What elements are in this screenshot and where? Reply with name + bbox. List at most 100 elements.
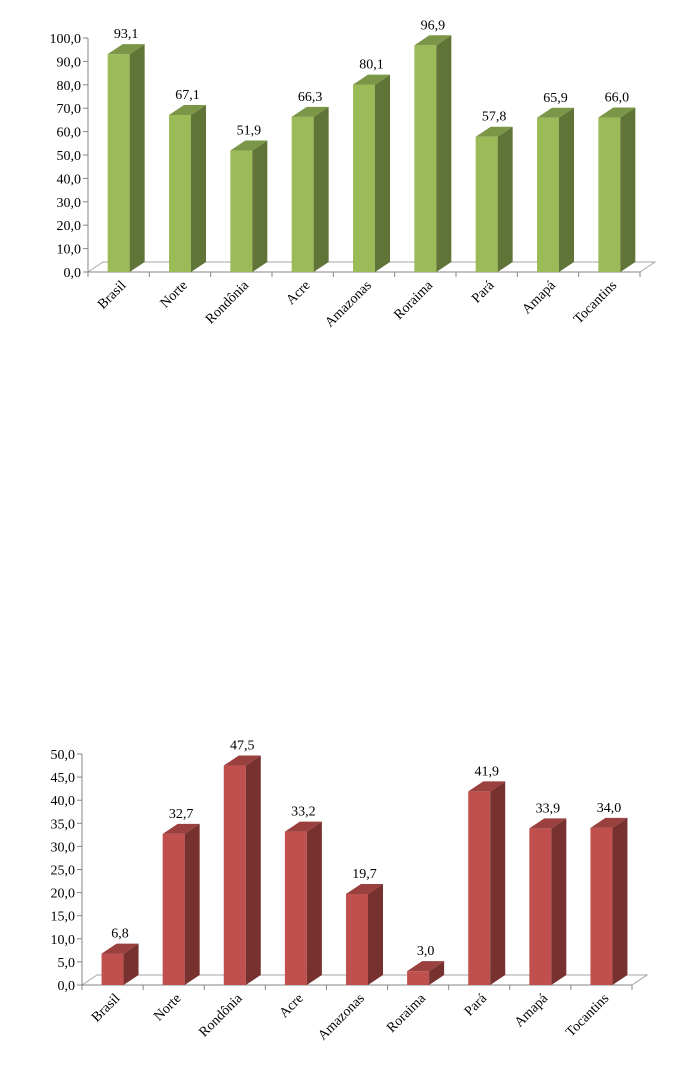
bar-bottom-8 xyxy=(590,817,628,985)
data-label: 19,7 xyxy=(352,867,377,882)
bar-top xyxy=(101,943,139,954)
y-tick-label: 30,0 xyxy=(57,196,82,211)
category-label: Acre xyxy=(284,278,314,308)
y-tick-label: 5,0 xyxy=(58,956,76,971)
data-label: 6,8 xyxy=(111,927,129,942)
bar-top-5 xyxy=(414,35,452,273)
bar-front xyxy=(537,117,559,272)
bar-front xyxy=(414,45,437,273)
bar-side xyxy=(375,74,390,272)
data-label: 96,9 xyxy=(421,18,446,33)
bar-top xyxy=(475,126,513,137)
y-tick-label: 50,0 xyxy=(51,748,76,763)
bar-front xyxy=(169,114,191,273)
bar-top-4 xyxy=(353,74,390,272)
data-label: 66,3 xyxy=(298,90,323,105)
y-tick-label: 50,0 xyxy=(57,149,82,164)
bar-side xyxy=(612,817,628,985)
bar-top-0 xyxy=(107,44,145,273)
bar-top xyxy=(346,883,383,894)
bar-side xyxy=(368,883,383,985)
y-tick-label: 40,0 xyxy=(51,794,76,809)
bar-side xyxy=(252,140,268,272)
category-label: Pará xyxy=(469,278,498,307)
data-label: 3,0 xyxy=(417,944,435,959)
bar-bottom-1 xyxy=(162,823,200,985)
bar-bottom-7 xyxy=(529,818,567,985)
bar-top xyxy=(598,107,636,118)
y-tick-label: 60,0 xyxy=(57,126,82,141)
y-tick-label: 20,0 xyxy=(51,887,76,902)
bar-side xyxy=(436,35,452,273)
bar-top xyxy=(107,44,145,55)
bar-front xyxy=(107,54,130,273)
bar-chart-top: 0,0 10,0 20,0 30,0 40,0 50,0 60,0 70,0 80,0 90,0 1… xyxy=(50,18,657,331)
data-label: 33,9 xyxy=(536,801,561,816)
bar-top xyxy=(529,818,567,829)
bar-side xyxy=(313,106,329,272)
bar-front xyxy=(284,831,307,985)
data-label: 33,2 xyxy=(291,805,316,820)
y-tick-label: 35,0 xyxy=(51,817,76,832)
data-label: 65,9 xyxy=(543,91,568,106)
data-label: 47,5 xyxy=(230,739,255,754)
category-label: Brasil xyxy=(89,991,123,1025)
data-label: 41,9 xyxy=(474,764,499,779)
bar-front xyxy=(353,84,375,272)
y-tick-label: 15,0 xyxy=(51,910,76,925)
y-tick-label: 30,0 xyxy=(51,840,76,855)
bar-top xyxy=(284,821,322,832)
category-label: Norte xyxy=(151,991,184,1024)
bar-front xyxy=(468,791,491,985)
category-label: Acre xyxy=(277,991,307,1021)
category-label: Amazonas xyxy=(322,278,374,330)
bar-top xyxy=(537,107,574,118)
y-tick-label: 0,0 xyxy=(64,266,82,281)
y-tick-label: 70,0 xyxy=(57,102,82,117)
y-tick-label: 25,0 xyxy=(51,864,76,879)
bar-side xyxy=(497,126,513,272)
bar-side xyxy=(620,107,636,272)
bar-front xyxy=(291,116,314,272)
bar-side xyxy=(551,818,567,985)
data-label: 57,8 xyxy=(482,110,507,125)
bar-front xyxy=(101,953,124,985)
bar-side xyxy=(191,104,206,273)
bar-bottom-4 xyxy=(346,883,383,985)
data-label: 51,9 xyxy=(237,124,262,139)
y-tick-label: 100,0 xyxy=(50,32,82,47)
bar-side xyxy=(245,755,261,985)
bar-front xyxy=(407,971,430,985)
data-label: 34,0 xyxy=(597,801,622,816)
bar-side xyxy=(306,821,322,985)
category-label: Amazonas xyxy=(315,991,367,1043)
category-label: Roraima xyxy=(391,278,436,323)
bar-side xyxy=(559,107,574,272)
bar-front xyxy=(230,150,253,272)
y-tick-label: 20,0 xyxy=(57,219,82,234)
bar-bottom-5 xyxy=(407,961,445,985)
category-label: Tocantins xyxy=(563,991,612,1040)
category-label: Pará xyxy=(462,991,491,1020)
bar-side xyxy=(429,961,445,985)
bar-bottom-6 xyxy=(468,781,506,985)
y-tick-label: 40,0 xyxy=(57,172,82,187)
data-label: 93,1 xyxy=(114,27,139,42)
bar-top-3 xyxy=(291,106,329,272)
bar-front xyxy=(346,893,368,985)
bar-side xyxy=(490,781,506,985)
bar-top xyxy=(223,755,261,766)
bar-top xyxy=(169,104,206,115)
bar-side xyxy=(184,823,200,985)
bar-top-1 xyxy=(169,104,206,273)
y-tick-label: 10,0 xyxy=(57,243,82,258)
bar-top-6 xyxy=(475,126,513,272)
bar-front xyxy=(590,827,613,985)
bar-front xyxy=(162,833,185,985)
y-tick-label: 0,0 xyxy=(58,979,76,994)
bar-front xyxy=(223,765,246,985)
bar-front xyxy=(529,828,552,985)
data-label: 66,0 xyxy=(605,91,630,106)
category-label: Amapá xyxy=(520,278,560,318)
bar-bottom-2 xyxy=(223,755,261,985)
